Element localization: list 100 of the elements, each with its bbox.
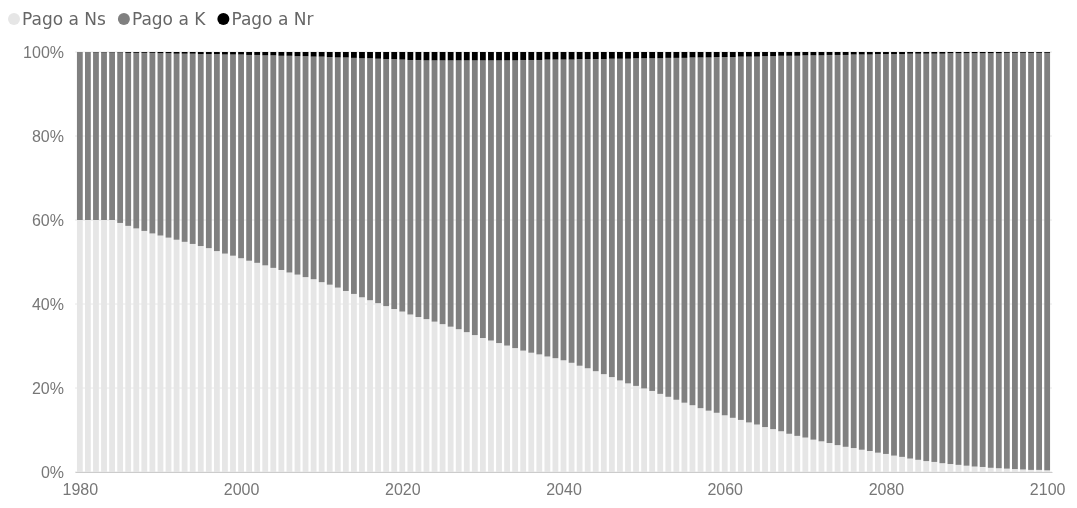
bar <box>794 52 801 56</box>
bar <box>737 52 744 57</box>
bar <box>479 60 486 339</box>
bar <box>713 52 720 58</box>
bar <box>76 52 83 220</box>
bar <box>899 52 905 55</box>
bar <box>600 59 607 375</box>
bar <box>351 52 357 58</box>
bar <box>874 54 881 453</box>
bar <box>552 52 559 60</box>
y-tick-label: 100% <box>23 43 64 61</box>
bar <box>367 52 373 59</box>
x-tick-label: 2000 <box>223 481 260 499</box>
bar <box>754 52 760 57</box>
x-tick-label: 1980 <box>62 481 99 499</box>
bar <box>141 52 148 231</box>
y-tick-label: 80% <box>31 127 64 145</box>
bar <box>1003 52 1010 469</box>
bar <box>891 52 897 55</box>
bar <box>891 54 897 456</box>
bar <box>786 55 793 434</box>
bar <box>979 53 986 467</box>
bar <box>262 55 269 266</box>
bar <box>125 52 132 226</box>
bar <box>359 52 365 59</box>
bar <box>625 58 631 384</box>
bar <box>810 52 817 56</box>
bar <box>101 52 107 220</box>
bar <box>673 52 680 58</box>
bar <box>633 52 639 59</box>
bar <box>657 58 664 394</box>
bar <box>633 58 639 386</box>
legend-label: Pago a K <box>131 9 207 29</box>
bar <box>544 52 551 60</box>
bar <box>528 52 535 60</box>
bar <box>286 52 293 56</box>
bar <box>746 52 752 57</box>
bar <box>463 52 470 61</box>
bar <box>189 53 196 244</box>
bar <box>762 52 768 57</box>
bar <box>463 60 470 333</box>
bar <box>907 53 914 459</box>
bar <box>262 52 269 56</box>
bar <box>213 54 220 252</box>
bar <box>399 52 406 60</box>
y-tick-label: 0% <box>40 463 64 481</box>
bar <box>568 52 575 60</box>
bar <box>520 52 527 60</box>
bar <box>238 52 244 55</box>
bar <box>230 52 236 55</box>
bar <box>584 59 591 369</box>
bar <box>391 52 398 60</box>
bar <box>576 59 583 366</box>
bar <box>1036 52 1042 470</box>
bar <box>1028 52 1034 470</box>
bar <box>391 59 398 310</box>
bar <box>1044 52 1051 471</box>
bar <box>181 53 188 242</box>
bar <box>479 52 486 61</box>
bar <box>762 56 768 428</box>
bar <box>334 52 341 58</box>
bar <box>205 52 212 55</box>
bar <box>866 52 873 55</box>
legend-label: Pago a Ns <box>22 9 107 29</box>
bar <box>415 59 422 318</box>
bar <box>455 60 462 330</box>
bar <box>850 54 857 449</box>
bar <box>149 52 156 234</box>
bar <box>270 52 277 56</box>
bar <box>883 52 889 55</box>
bar <box>705 52 712 58</box>
bar <box>810 55 817 440</box>
bar <box>238 54 244 259</box>
bar <box>858 54 865 450</box>
bar <box>786 52 793 56</box>
x-tick-label: 2040 <box>546 481 582 499</box>
bar <box>802 52 809 56</box>
bar <box>584 52 591 60</box>
bar <box>544 59 551 357</box>
bar <box>939 53 946 464</box>
bar <box>318 52 325 57</box>
bar <box>342 57 349 291</box>
bar <box>326 52 333 58</box>
bar <box>592 59 599 372</box>
bar <box>641 58 648 389</box>
bar <box>608 52 615 59</box>
bar <box>737 56 744 420</box>
bar <box>455 52 462 61</box>
bar <box>802 55 809 438</box>
bar <box>93 52 99 220</box>
bar <box>536 52 543 60</box>
bar <box>617 52 623 59</box>
bar <box>109 52 115 220</box>
bar <box>592 52 599 60</box>
bar <box>270 55 277 268</box>
bar <box>721 57 728 416</box>
y-tick-label: 40% <box>31 295 64 313</box>
bar <box>342 52 349 58</box>
bar <box>746 56 752 423</box>
bar <box>770 52 776 57</box>
